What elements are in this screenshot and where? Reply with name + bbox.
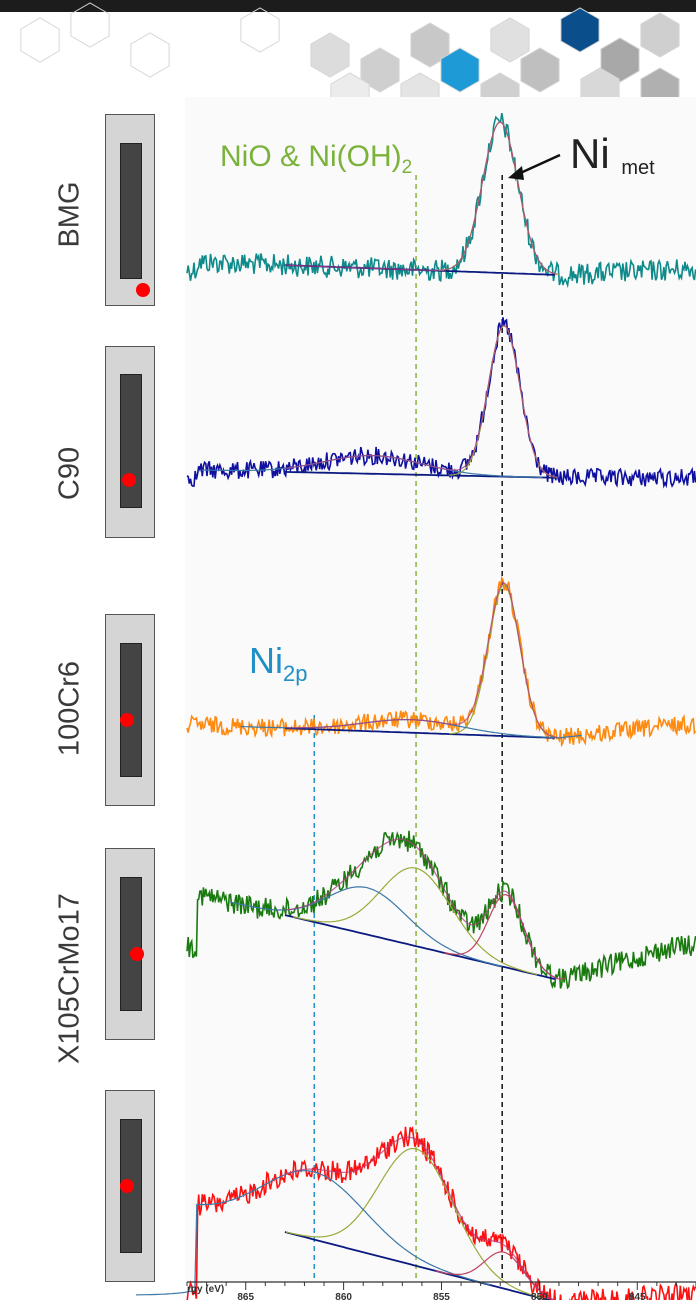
sample-bar <box>120 374 142 508</box>
sample-bar <box>120 143 142 279</box>
sample-schematic-100cr6 <box>105 614 155 806</box>
fit-component-line <box>292 867 538 976</box>
hexagon-shape <box>20 17 60 63</box>
x-tick-label: 865 <box>237 1292 254 1300</box>
hexagon-shape <box>440 47 480 93</box>
spectrum-line <box>186 575 696 748</box>
fit-envelope-line <box>284 121 558 275</box>
hexagon-shape <box>70 2 110 48</box>
spectrum-line <box>186 830 696 990</box>
background-fit-line <box>284 1231 552 1300</box>
sample-label-100cr6: 100Cr6 <box>53 660 86 757</box>
measurement-spot <box>120 1179 134 1193</box>
background-fit-line <box>284 914 556 980</box>
hexagon-shape <box>310 32 350 78</box>
sample-schematic-ni2p <box>105 1090 155 1282</box>
measurement-spot <box>120 713 134 727</box>
hexagon-shape <box>490 17 530 63</box>
sample-schematic-c90 <box>105 346 155 538</box>
measurement-spot <box>122 473 136 487</box>
sample-label-bmg: BMG <box>53 181 86 248</box>
ni-met-arrowhead <box>508 166 524 180</box>
annotation-nio-nioh2: NiO & Ni(OH)2 <box>220 140 413 178</box>
sample-bar <box>120 643 142 777</box>
x-tick-label: 845 <box>629 1292 646 1300</box>
fit-component-line <box>229 886 503 967</box>
hexagon-shape <box>410 22 450 68</box>
sample-schematic-x105crmo17 <box>105 848 155 1040</box>
sample-schematic-bmg <box>105 114 155 306</box>
fit-component-line <box>285 1147 545 1300</box>
hexagon-shape <box>600 37 640 83</box>
fit-component-line <box>136 1170 491 1296</box>
x-axis-title: rgy (eV) <box>187 1284 225 1295</box>
spectrum-line <box>186 1125 696 1300</box>
x-tick-label: 855 <box>433 1292 450 1300</box>
annotation-ni-met: Ni met <box>570 130 655 179</box>
hexagon-shape <box>360 47 400 93</box>
measurement-spot <box>136 283 150 297</box>
fit-envelope-line <box>284 582 558 738</box>
hexagon-shape <box>560 7 600 53</box>
fit-envelope-line <box>284 324 558 478</box>
fit-envelope-line <box>284 1136 556 1300</box>
spectrum-line <box>186 317 696 489</box>
hexagon-shape <box>640 12 680 58</box>
x-tick-label: 860 <box>335 1292 352 1300</box>
hexagon-shape <box>240 7 280 53</box>
ni-met-arrow <box>515 153 561 177</box>
hexagon-shape <box>130 32 170 78</box>
plot-panel <box>185 97 696 1283</box>
sample-bar <box>120 877 142 1011</box>
fit-component-line <box>449 584 558 738</box>
hexagon-shape <box>520 47 560 93</box>
background-fit-line <box>284 727 556 739</box>
fit-envelope-line <box>284 838 558 979</box>
sample-label-c90: C90 <box>53 446 86 501</box>
top-bar <box>0 0 696 12</box>
sample-label-x105crmo17: X105CrMo17 <box>53 893 86 1064</box>
x-tick-label: 850 <box>531 1292 548 1300</box>
measurement-spot <box>130 947 144 961</box>
annotation-ni2p: Ni2p <box>249 640 308 686</box>
fit-component-line <box>449 325 558 478</box>
fit-component-line <box>438 121 560 276</box>
